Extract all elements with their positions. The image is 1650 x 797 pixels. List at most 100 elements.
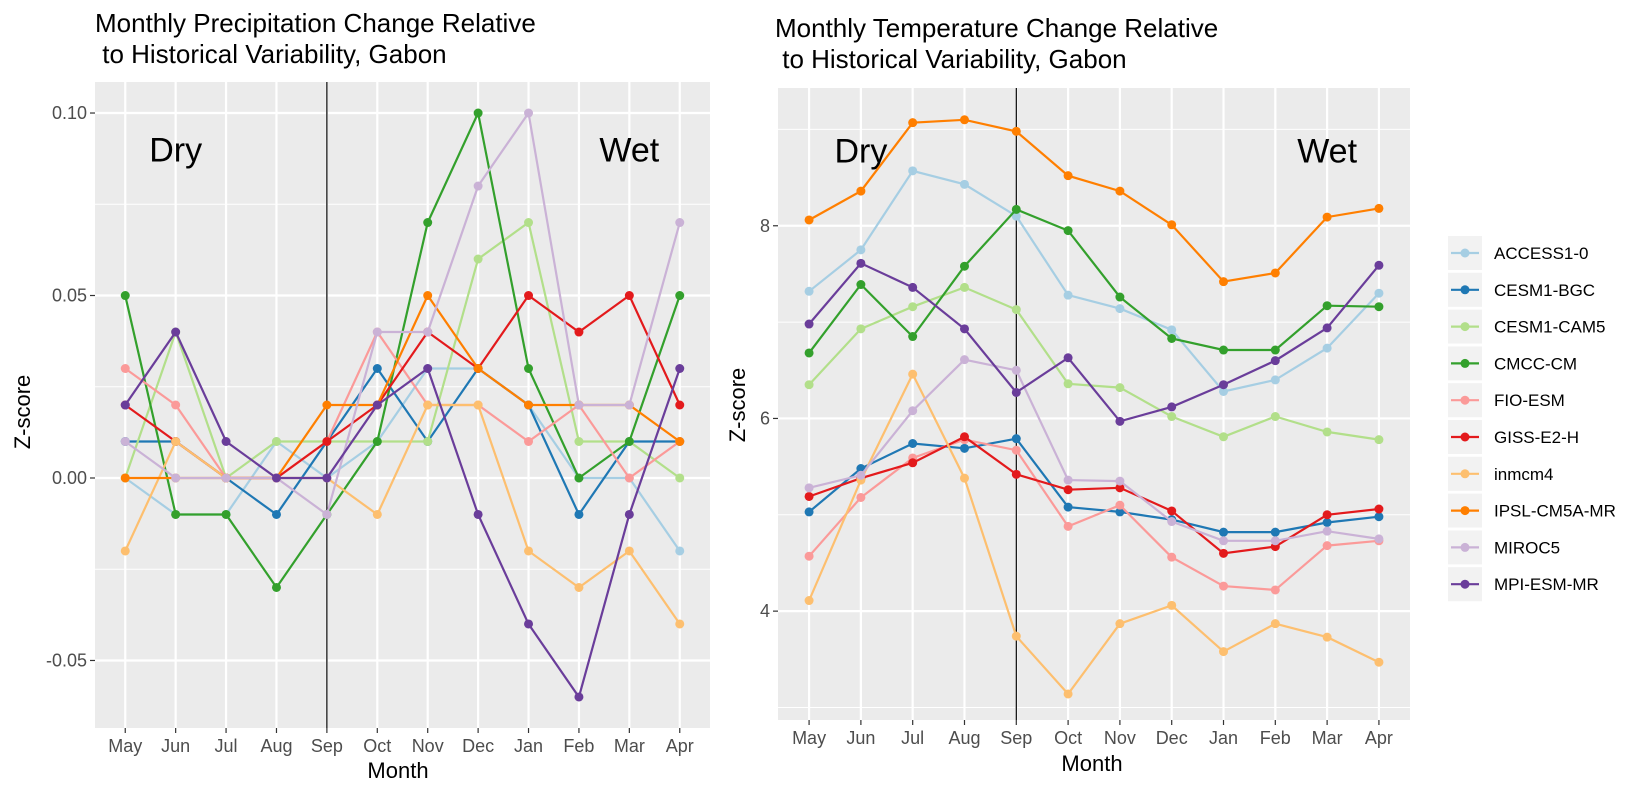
temp-point-cmcc-cm <box>1167 333 1177 343</box>
precip-point-miroc5 <box>574 400 584 410</box>
precip-point-cesm1-bgc <box>372 364 382 374</box>
legend-key-point <box>1460 579 1470 589</box>
precip-x-tick-label: Dec <box>462 736 494 756</box>
temp-point-access1-0 <box>1270 375 1280 385</box>
legend-label: FIO-ESM <box>1494 391 1565 410</box>
temp-line-cesm1-cam5 <box>808 286 1380 441</box>
precip-point-mpi-esm-mr <box>271 473 281 483</box>
precip-point-miroc5 <box>221 473 231 483</box>
temp-point-mpi-esm-mr <box>804 319 814 329</box>
precip-x-tick-label: Feb <box>563 736 594 756</box>
temp-x-tick-label: Dec <box>1156 728 1188 748</box>
precip-point-ipsl-cm5a-mr <box>322 400 332 410</box>
temp-x-tick-label: Jan <box>1209 728 1238 748</box>
temp-series-inmcm4 <box>804 369 1384 699</box>
temp-point-inmcm4 <box>1322 632 1332 642</box>
precip-point-cesm1-cam5 <box>271 436 281 446</box>
temp-point-cesm1-cam5 <box>959 282 969 292</box>
precip-point-cmcc-cm <box>120 291 130 301</box>
temp-point-cesm1-cam5 <box>908 302 918 312</box>
temp-point-access1-0 <box>1115 304 1125 314</box>
temp-point-miroc5 <box>959 355 969 365</box>
temp-point-miroc5 <box>908 406 918 416</box>
precip-x-axis-title: Month <box>367 758 428 783</box>
temp-point-fio-esm <box>856 492 866 502</box>
precip-point-mpi-esm-mr <box>473 509 483 519</box>
temp-point-mpi-esm-mr <box>1374 260 1384 270</box>
temp-point-giss-e2-h <box>1167 506 1177 516</box>
precip-point-inmcm4 <box>120 546 130 556</box>
temp-point-mpi-esm-mr <box>1219 380 1229 390</box>
temp-series-miroc5 <box>804 355 1384 546</box>
precip-point-inmcm4 <box>171 436 181 446</box>
temp-title-line2: to Historical Variability, Gabon <box>775 44 1127 74</box>
precip-x-tick-label: Apr <box>666 736 694 756</box>
temp-point-giss-e2-h <box>1011 469 1021 479</box>
precip-point-giss-e2-h <box>574 327 584 337</box>
precip-point-cmcc-cm <box>372 436 382 446</box>
precip-point-mpi-esm-mr <box>624 509 634 519</box>
temp-x-tick-label: Oct <box>1054 728 1082 748</box>
precip-point-ipsl-cm5a-mr <box>120 473 130 483</box>
temp-point-cesm1-cam5 <box>1167 412 1177 422</box>
temp-point-inmcm4 <box>1011 631 1021 641</box>
precip-point-miroc5 <box>322 509 332 519</box>
legend-label: MIROC5 <box>1494 538 1560 557</box>
precip-point-inmcm4 <box>423 400 433 410</box>
temp-x-tick-label: Nov <box>1104 728 1136 748</box>
temp-point-cesm1-cam5 <box>1219 432 1229 442</box>
temp-point-ipsl-cm5a-mr <box>1167 220 1177 230</box>
temp-point-cmcc-cm <box>1115 292 1125 302</box>
legend-label: ACCESS1-0 <box>1494 244 1588 263</box>
temp-annotation-dry: Dry <box>834 133 887 171</box>
precip-point-ipsl-cm5a-mr <box>423 291 433 301</box>
temp-point-miroc5 <box>1063 475 1073 485</box>
precip-point-cmcc-cm <box>171 509 181 519</box>
legend-key-point <box>1460 358 1470 368</box>
temp-point-miroc5 <box>856 470 866 480</box>
temp-y-tick-label: 8 <box>760 216 770 236</box>
temp-point-fio-esm <box>1063 521 1073 531</box>
temp-point-giss-e2-h <box>908 458 918 468</box>
precip-title-line1: Monthly Precipitation Change Relative <box>95 8 536 38</box>
precip-title-line2: to Historical Variability, Gabon <box>95 39 447 69</box>
precip-point-mpi-esm-mr <box>524 619 534 629</box>
temp-point-mpi-esm-mr <box>1322 323 1332 333</box>
temp-x-tick-label: Sep <box>1000 728 1032 748</box>
temp-point-mpi-esm-mr <box>908 282 918 292</box>
temp-point-ipsl-cm5a-mr <box>1374 203 1384 213</box>
temperature-chart: Monthly Temperature Change Relative to H… <box>725 13 1410 776</box>
temp-title-line1: Monthly Temperature Change Relative <box>775 13 1218 43</box>
precip-point-ipsl-cm5a-mr <box>524 400 534 410</box>
precip-point-mpi-esm-mr <box>221 436 231 446</box>
precip-point-inmcm4 <box>574 582 584 592</box>
temp-point-ipsl-cm5a-mr <box>1219 277 1229 287</box>
temp-x-tick-label: May <box>792 728 826 748</box>
precip-point-inmcm4 <box>624 546 634 556</box>
precip-point-giss-e2-h <box>322 436 332 446</box>
precip-point-fio-esm <box>120 364 130 374</box>
precip-point-access1-0 <box>675 546 685 556</box>
temp-point-giss-e2-h <box>804 491 814 501</box>
temp-point-cmcc-cm <box>804 348 814 358</box>
precip-x-tick-label: Jun <box>161 736 190 756</box>
precip-series <box>120 108 685 702</box>
temp-point-cesm1-cam5 <box>1374 435 1384 445</box>
temp-x-tick-label: Jul <box>901 728 924 748</box>
legend-item-ipsl-cm5a-mr: IPSL-CM5A-MR <box>1448 493 1616 528</box>
temp-point-fio-esm <box>1270 585 1280 595</box>
legend-key-point <box>1460 285 1470 295</box>
precip-point-miroc5 <box>120 436 130 446</box>
temp-point-ipsl-cm5a-mr <box>908 118 918 128</box>
precip-point-inmcm4 <box>675 619 685 629</box>
temp-point-fio-esm <box>1011 445 1021 455</box>
temp-point-miroc5 <box>1115 476 1125 486</box>
precip-point-mpi-esm-mr <box>120 400 130 410</box>
precip-x-tick-label: Mar <box>614 736 645 756</box>
precip-line-mpi-esm-mr <box>124 329 681 700</box>
legend-label: CMCC-CM <box>1494 354 1577 373</box>
temp-x-ticks: May Jun Jul Aug Sep Oct Nov Dec Jan Feb Mar Apr <box>792 720 1393 748</box>
precip-line-miroc5 <box>124 110 681 517</box>
precip-point-cesm1-cam5 <box>524 218 534 228</box>
precip-y-tick-label: 0.10 <box>52 103 87 123</box>
